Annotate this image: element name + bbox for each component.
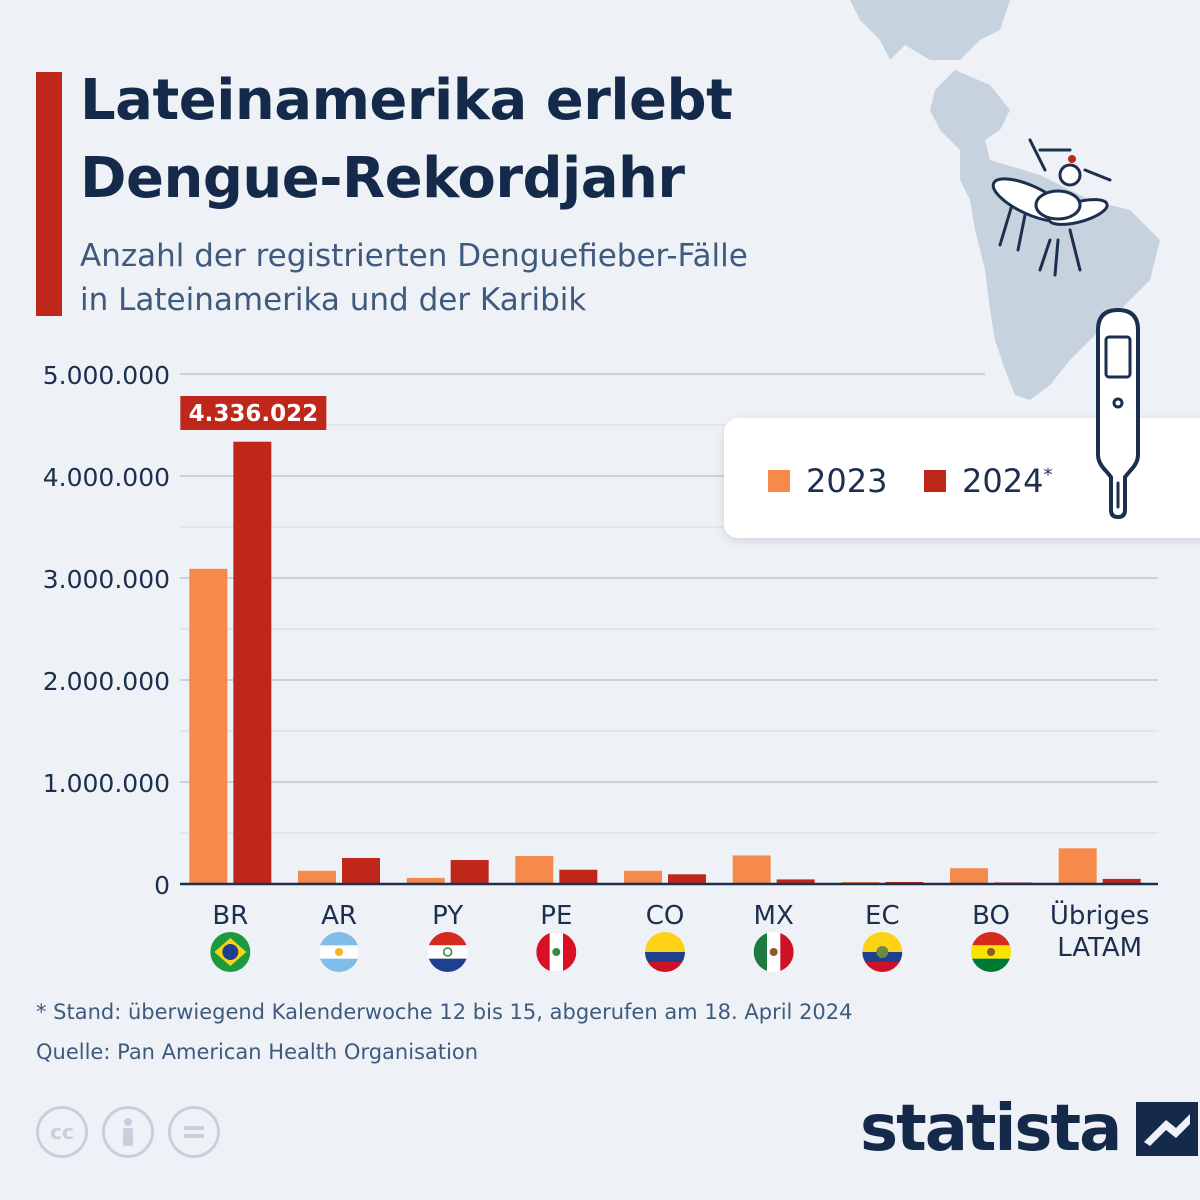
bar-py-2023 — [406, 877, 445, 884]
legend-label-2024-text: 2024 — [962, 462, 1044, 500]
bar-ar-2024 — [342, 857, 380, 884]
title-line-1: Lateinamerika erlebt — [80, 68, 733, 133]
thermometer-icon — [1096, 308, 1140, 519]
x-tick-label: PY — [432, 901, 463, 931]
statista-logo-icon — [1136, 1102, 1199, 1156]
peru-flag-icon — [536, 932, 577, 972]
page-subtitle: Anzahl der registrierten Denguefieber-Fä… — [80, 234, 900, 322]
bar-mx-2023 — [732, 855, 771, 884]
bar-pe-2023 — [515, 855, 554, 884]
legend-swatch-2024 — [924, 470, 946, 492]
bar-py-2024 — [450, 860, 489, 884]
legend-swatch-2023 — [768, 470, 790, 492]
bar-br-2024 — [233, 441, 272, 884]
title-accent-bar — [36, 72, 62, 316]
legend-item-2024: 2024* — [924, 462, 1052, 500]
y-tick-label: 5.000.000 — [43, 361, 170, 390]
y-tick-label: 3.000.000 — [43, 565, 170, 594]
x-tick-label: BO — [972, 901, 1010, 931]
y-tick-label: 2.000.000 — [43, 667, 170, 696]
x-tick-label: AR — [321, 901, 357, 931]
legend-label-2024-asterisk: * — [1043, 464, 1053, 486]
attribution-icon[interactable] — [102, 1106, 154, 1158]
dengue-bar-chart: 0 1.000.000 2.000.000 3.000.000 4.000.000 5.0… — [43, 361, 1158, 972]
mosquito-icon — [991, 138, 1112, 277]
highlight-label-box — [180, 396, 327, 430]
legend-label-2024: 2024* — [962, 462, 1052, 500]
source-note: Quelle: Pan American Health Organisation — [36, 1040, 479, 1064]
y-tick-label: 4.000.000 — [43, 463, 170, 492]
y-tick-label: 0 — [154, 871, 170, 900]
x-tick-label: BR — [212, 901, 248, 931]
statista-brand[interactable]: statista — [860, 1092, 1199, 1166]
legend-label-2023: 2023 — [806, 462, 888, 500]
bar-co-2023 — [624, 870, 662, 884]
no-derivatives-icon[interactable] — [168, 1106, 220, 1158]
bar-co-2024 — [668, 874, 706, 884]
brand-wordmark: statista — [860, 1092, 1122, 1166]
title-line-2: Dengue-Rekordjahr — [80, 146, 685, 211]
bar-br-2023 — [189, 568, 228, 884]
bar-ar-2023 — [298, 870, 336, 884]
americas-map-illustration — [850, 0, 1160, 400]
mexico-flag-icon — [753, 932, 794, 972]
bar-übriges-latam-2024 — [1102, 878, 1141, 884]
page-title: Lateinamerika erlebt Dengue-Rekordjahr — [80, 62, 880, 218]
highlight-value-label: 4.336.022 — [189, 401, 319, 427]
x-tick-label: Übriges — [1050, 899, 1150, 931]
license-icons: cc — [36, 1106, 220, 1158]
legend-item-2023: 2023 — [768, 462, 887, 500]
bolivia-flag-icon — [971, 932, 1011, 972]
subtitle-line-1: Anzahl der registrierten Denguefieber-Fä… — [80, 238, 748, 274]
subtitle-line-2: in Lateinamerika und der Karibik — [80, 282, 587, 318]
bar-mx-2024 — [776, 879, 815, 884]
x-tick-label: EC — [865, 901, 900, 931]
y-tick-label: 1.000.000 — [43, 769, 170, 798]
footnote: * Stand: überwiegend Kalenderwoche 12 bi… — [36, 1000, 853, 1024]
x-tick-label: MX — [754, 901, 794, 931]
bar-bo-2023 — [950, 868, 988, 884]
x-tick-label: CO — [646, 901, 685, 931]
colombia-flag-icon — [645, 932, 685, 972]
ecuador-flag-icon — [862, 932, 903, 972]
brazil-flag-icon — [210, 932, 251, 972]
x-tick-label: PE — [540, 901, 572, 931]
x-tick-label: LATAM — [1057, 933, 1142, 963]
paraguay-flag-icon — [427, 932, 468, 972]
cc-icon[interactable]: cc — [36, 1106, 88, 1158]
argentina-flag-icon — [319, 932, 359, 972]
bar-pe-2024 — [559, 869, 598, 884]
bar-übriges-latam-2023 — [1058, 848, 1097, 884]
